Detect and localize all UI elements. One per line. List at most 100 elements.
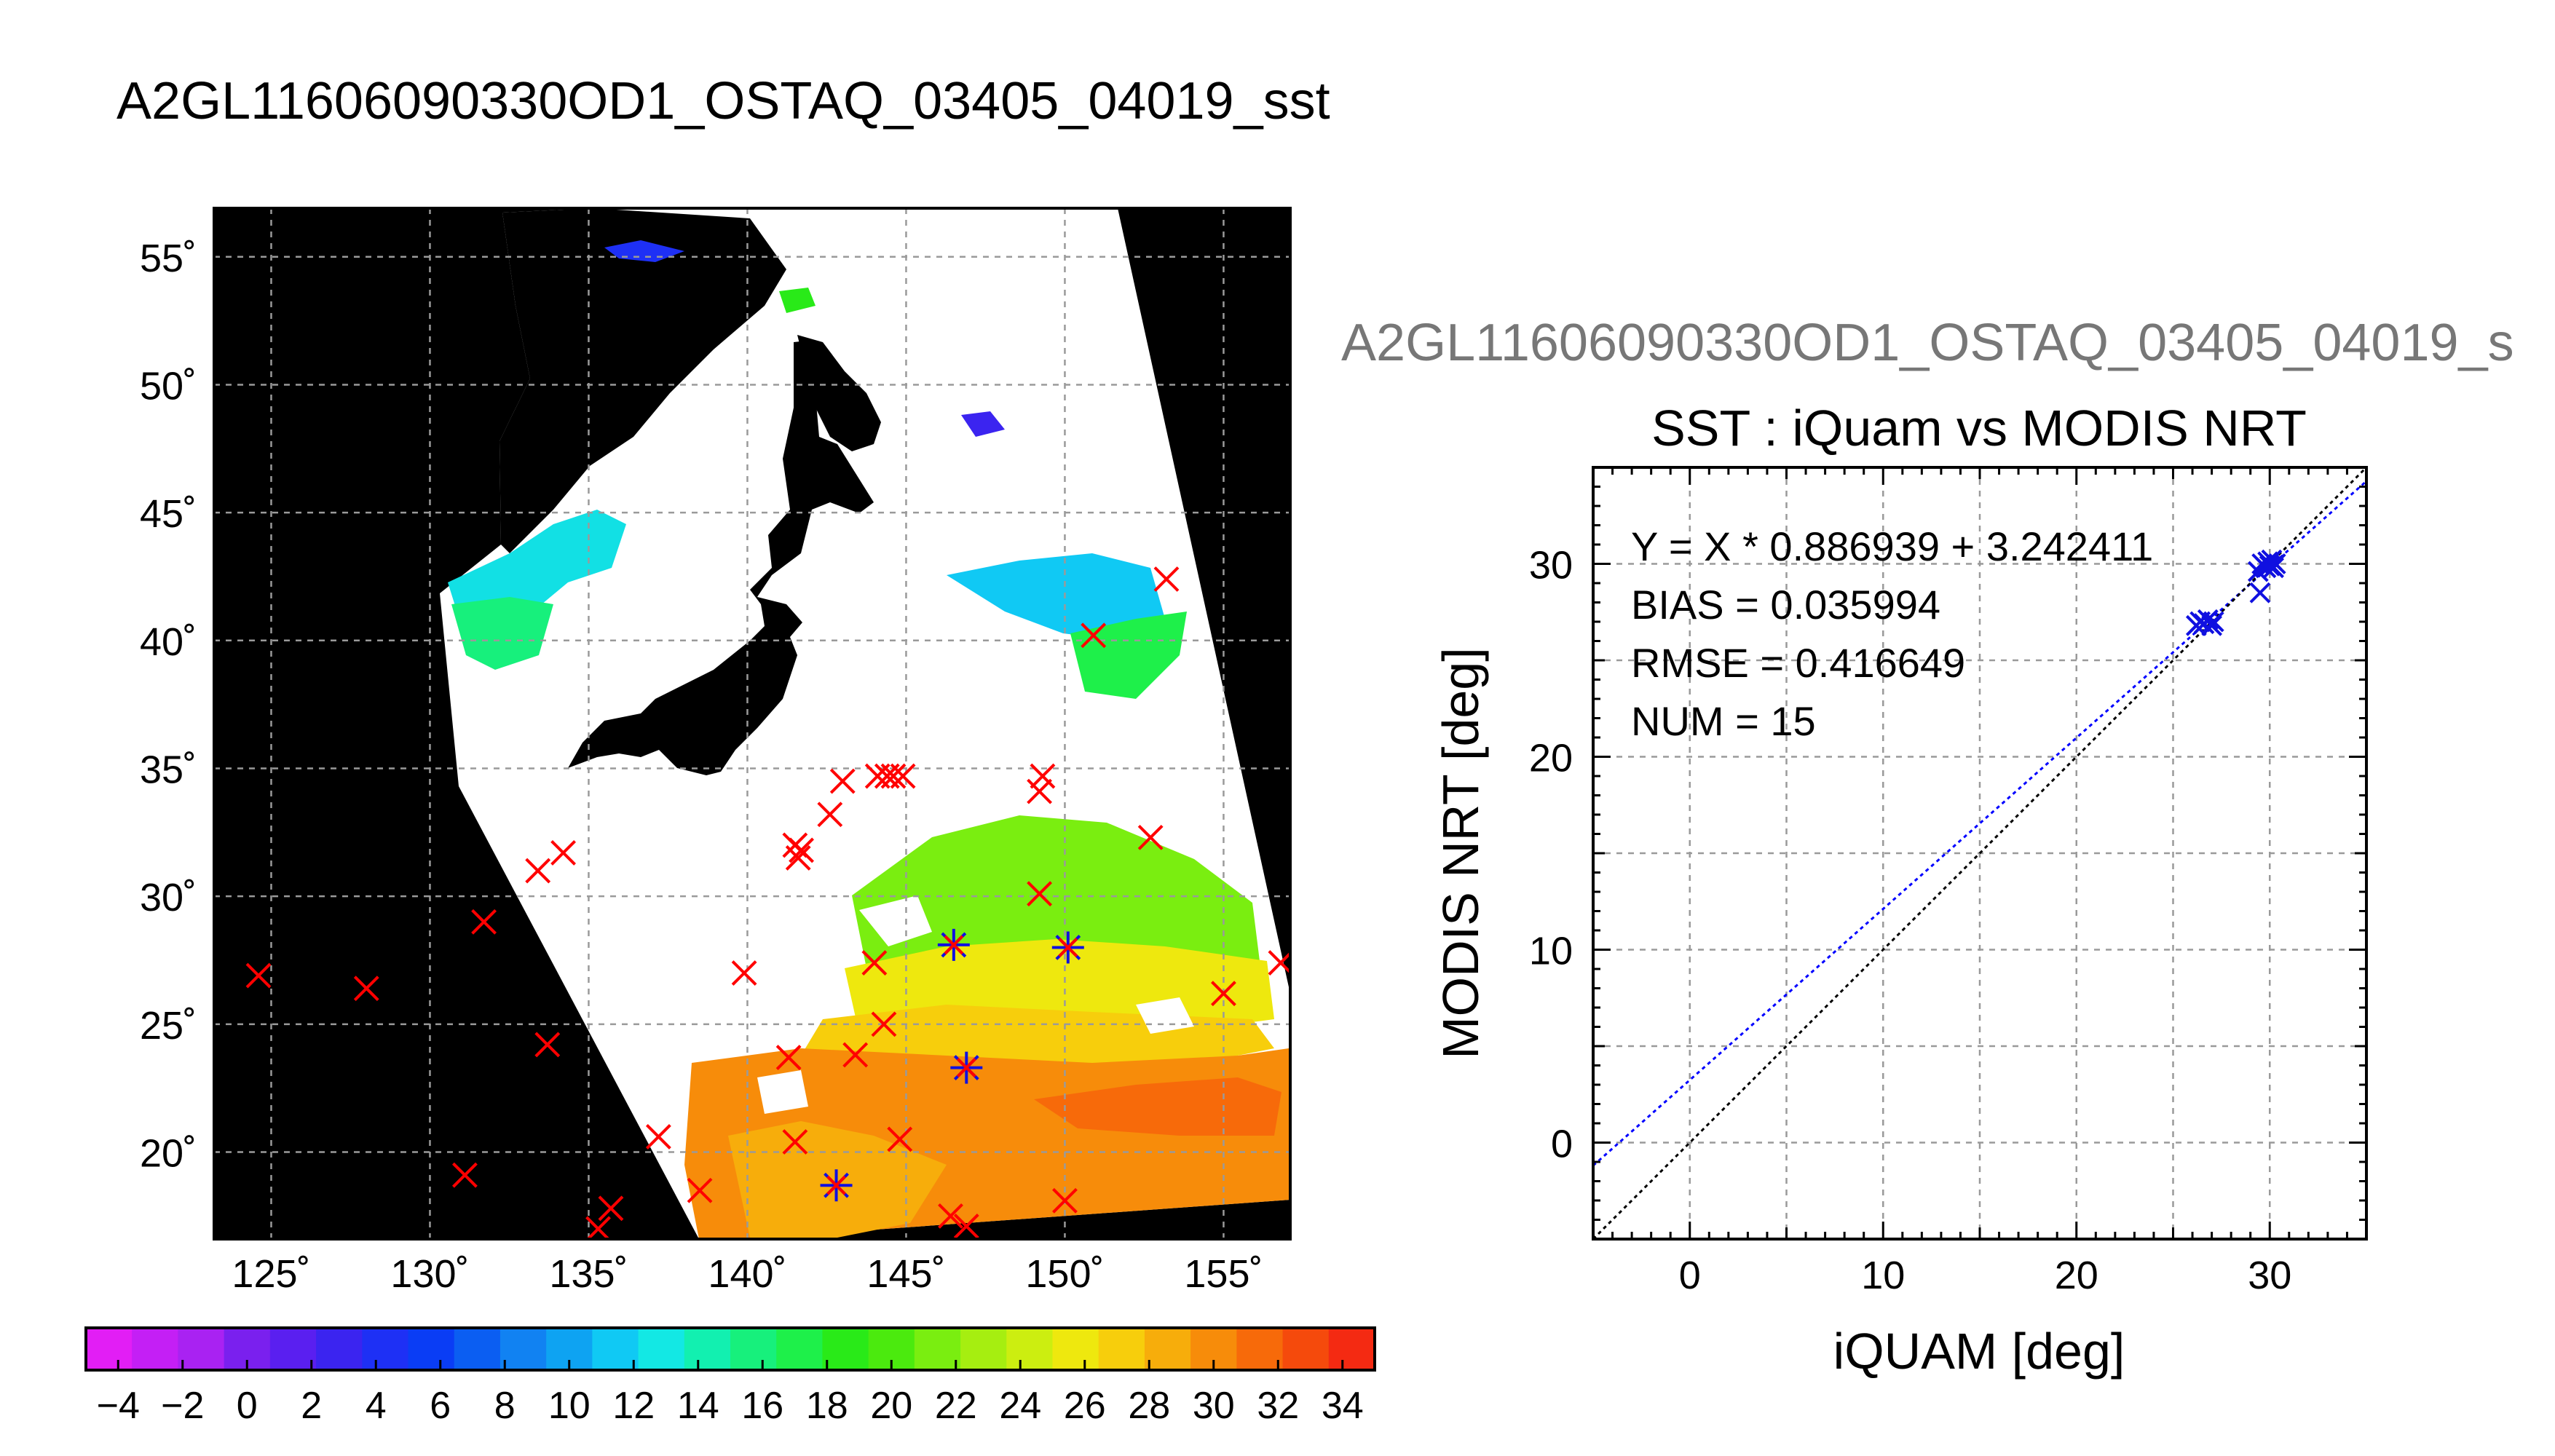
map-marker-unmatched-stroke bbox=[817, 802, 843, 828]
colorbar-tick-label: 8 bbox=[494, 1385, 516, 1427]
map-marker-unmatched-stroke bbox=[645, 1124, 671, 1150]
map-lon-tick-label: 155˚ bbox=[1184, 1252, 1263, 1296]
scatter-ylabel: MODIS NRT [deg] bbox=[1432, 647, 1489, 1059]
map-lat-tick-label: 50˚ bbox=[140, 364, 197, 408]
hokkaido-land bbox=[797, 335, 881, 451]
colorbar-cell bbox=[1006, 1328, 1054, 1370]
map-marker-matched-red-stroke bbox=[956, 1058, 976, 1077]
colorbar-cell bbox=[362, 1328, 409, 1370]
map-marker-matched-red bbox=[944, 935, 964, 955]
map-marker-unmatched bbox=[785, 845, 811, 871]
colorbar-tick-label: 24 bbox=[999, 1385, 1041, 1427]
colorbar-cell bbox=[1328, 1328, 1375, 1370]
map-marker-unmatched bbox=[887, 1126, 913, 1152]
map-markers bbox=[245, 566, 1290, 1239]
colorbar-tick-label: 26 bbox=[1064, 1385, 1106, 1427]
colorbar-cell bbox=[1282, 1328, 1330, 1370]
sst-patch-redorange bbox=[1034, 1077, 1282, 1136]
map-marker-unmatched bbox=[1030, 763, 1056, 789]
colorbar-tick-label: −2 bbox=[161, 1385, 204, 1427]
scatter-xtick-label: 0 bbox=[1679, 1254, 1701, 1297]
colorbar-tick-label: −4 bbox=[97, 1385, 140, 1427]
map-marker-unmatched-stroke bbox=[1211, 981, 1236, 1007]
colorbar-tick-label: 0 bbox=[237, 1385, 258, 1427]
map-marker-unmatched-stroke bbox=[871, 1011, 897, 1037]
colorbar-tick-label: 14 bbox=[677, 1385, 719, 1427]
map-marker-unmatched bbox=[1268, 950, 1290, 976]
map-marker-unmatched-stroke bbox=[1081, 622, 1107, 649]
sst-patch-okhotsk-east bbox=[961, 411, 1005, 437]
map-marker-unmatched bbox=[817, 802, 843, 828]
colorbar-tick-label: 22 bbox=[935, 1385, 977, 1427]
scatter-point bbox=[2203, 611, 2224, 633]
map-lat-tick-label: 45˚ bbox=[140, 492, 197, 536]
colorbar-cell bbox=[454, 1328, 501, 1370]
map-marker-unmatched-stroke bbox=[1027, 778, 1052, 804]
sst-scatter: SST : iQuam vs MODIS NRT 0 10 20 300102030 … bbox=[1432, 400, 2368, 1380]
map-marker-unmatched-stroke bbox=[534, 1032, 561, 1058]
map-marker-unmatched bbox=[829, 768, 856, 794]
map-marker-unmatched-stroke bbox=[938, 1203, 963, 1229]
map-title: A2GL11606090330OD1_OSTAQ_03405_04019_sst bbox=[117, 72, 1330, 130]
map-marker-unmatched bbox=[1081, 622, 1107, 649]
colorbar-frame bbox=[84, 1326, 1376, 1372]
colorbar-cell bbox=[178, 1328, 225, 1370]
map-marker-unmatched-stroke bbox=[829, 768, 856, 794]
map-lon-tick-label: 130˚ bbox=[390, 1252, 469, 1296]
map-marker-unmatched-stroke bbox=[842, 1042, 869, 1068]
scatter-fit-lines bbox=[1593, 467, 2366, 1239]
colorbar-tick-label: 30 bbox=[1193, 1385, 1235, 1427]
map-marker-unmatched-stroke bbox=[1153, 566, 1180, 592]
colorbar-tick-label: 10 bbox=[548, 1385, 591, 1427]
identity-line bbox=[1593, 467, 2366, 1239]
map-marker-unmatched-stroke bbox=[1137, 824, 1164, 850]
colorbar-cell bbox=[684, 1328, 731, 1370]
map-marker-unmatched-stroke bbox=[880, 763, 907, 789]
map-marker-unmatched bbox=[1211, 981, 1236, 1007]
map-marker-unmatched bbox=[471, 909, 497, 935]
scatter-point bbox=[2249, 582, 2271, 604]
map-lat-tick-label: 40˚ bbox=[140, 620, 197, 664]
colorbar-tick-label: 20 bbox=[870, 1385, 912, 1427]
colorbar-cell bbox=[1098, 1328, 1145, 1370]
map-marker-unmatched-stroke bbox=[789, 837, 814, 863]
colorbar-cell bbox=[822, 1328, 869, 1370]
colorbar-tick-label: 32 bbox=[1257, 1385, 1299, 1427]
map-marker-unmatched-stroke bbox=[550, 840, 577, 866]
scatter-point-stroke bbox=[2249, 582, 2271, 604]
map-marker-unmatched-stroke bbox=[785, 845, 811, 871]
colorbar-cell bbox=[1236, 1328, 1284, 1370]
cloud-gap-3 bbox=[757, 1070, 808, 1114]
map-gridlines bbox=[214, 208, 1290, 1239]
map-marker-unmatched bbox=[731, 960, 757, 986]
map-marker-unmatched-stroke bbox=[598, 1195, 624, 1222]
map-marker-unmatched bbox=[1027, 778, 1052, 804]
map-lat-tick-label: 25˚ bbox=[140, 1004, 197, 1048]
map-axis-labels: 125˚ 130˚ 135˚ 140˚ 145˚ 150˚ 155˚ 20˚ 25˚ 30˚ 35˚… bbox=[140, 237, 1263, 1296]
map-marker-unmatched bbox=[1052, 1187, 1078, 1214]
colorbar-tick-label: 18 bbox=[806, 1385, 848, 1427]
scatter-points bbox=[2185, 549, 2286, 636]
map-marker-matched bbox=[1051, 931, 1084, 964]
sst-map: 125˚ 130˚ 135˚ 140˚ 145˚ 150˚ 155˚ 20˚ 25˚ 30˚ 35˚… bbox=[140, 207, 1292, 1296]
map-lat-tick-label: 55˚ bbox=[140, 237, 197, 280]
map-lat-tick-label: 20˚ bbox=[140, 1132, 197, 1176]
map-marker-unmatched-stroke bbox=[1027, 881, 1052, 907]
stats-line: Y = X * 0.886939 + 3.242411 bbox=[1631, 523, 2153, 569]
map-marker-unmatched-stroke bbox=[782, 1129, 808, 1155]
colorbar-cell bbox=[638, 1328, 685, 1370]
map-marker-matched bbox=[950, 1051, 983, 1084]
scatter-ytick-label: 10 bbox=[1529, 930, 1573, 973]
map-marker-unmatched bbox=[687, 1177, 713, 1203]
map-lon-tick-label: 135˚ bbox=[549, 1252, 628, 1296]
scatter-ytick-label: 20 bbox=[1529, 737, 1573, 780]
colorbar-cell bbox=[408, 1328, 455, 1370]
scatter-ytick-label: 0 bbox=[1551, 1123, 1573, 1166]
colorbar-cell bbox=[1052, 1328, 1099, 1370]
colorbar-cell bbox=[269, 1328, 317, 1370]
map-marker-unmatched bbox=[353, 976, 379, 1002]
colorbar-cell bbox=[914, 1328, 962, 1370]
map-marker-matched bbox=[820, 1169, 853, 1202]
sst-patch-north-green bbox=[451, 597, 553, 670]
